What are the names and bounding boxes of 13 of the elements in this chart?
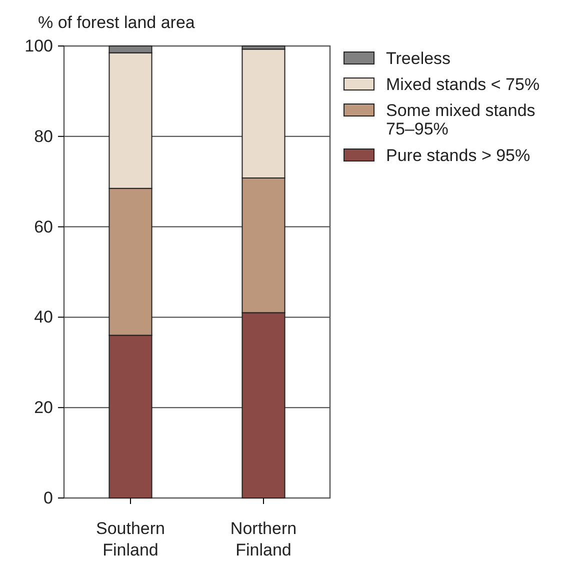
- legend-label: Mixed stands < 75%: [386, 75, 540, 94]
- y-tick-label: 40: [34, 308, 53, 327]
- legend-label: Pure stands > 95%: [386, 146, 530, 165]
- y-tick-label: 80: [34, 126, 53, 146]
- x-tick-label: Northern Finland: [230, 519, 297, 560]
- y-axis-title: % of forest land area: [38, 13, 196, 32]
- y-tick-label: 60: [34, 217, 53, 236]
- legend-label: Treeless: [386, 49, 451, 68]
- y-tick-label: 20: [34, 398, 53, 418]
- y-tick-label: 0: [44, 488, 53, 508]
- legend-label: Some mixed stands 75–95%: [386, 101, 536, 139]
- y-tick-label: 100: [24, 36, 53, 56]
- x-tick-label: Southern Finland: [96, 519, 165, 560]
